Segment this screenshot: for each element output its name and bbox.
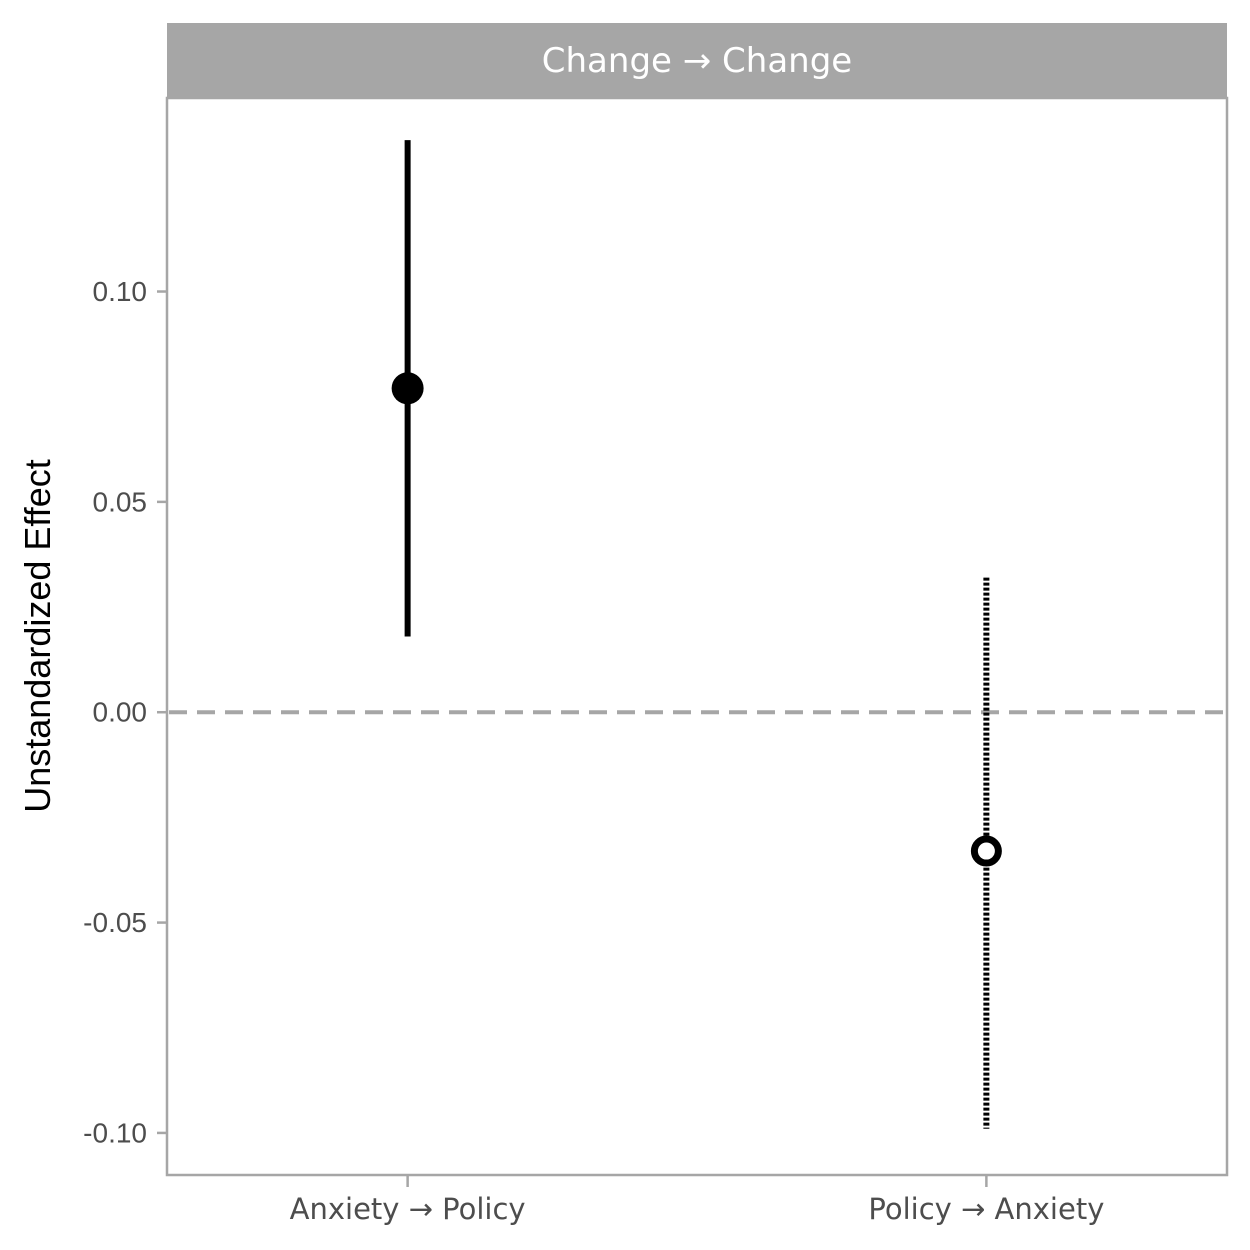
- facet-strip: Change → Change: [167, 23, 1227, 98]
- y-tick-label: -0.10: [83, 1117, 147, 1148]
- y-tick-label: 0.00: [93, 697, 148, 728]
- facet-strip-title: Change → Change: [542, 41, 852, 81]
- y-tick-label: -0.05: [83, 907, 147, 938]
- y-tick-label: 0.10: [93, 276, 148, 307]
- x-tick-label: Anxiety → Policy: [290, 1192, 526, 1226]
- point-estimate-open: [970, 835, 1002, 867]
- y-tick-label: 0.05: [93, 486, 148, 517]
- panel-border: [165, 96, 1229, 1177]
- point-estimate-filled: [391, 372, 424, 405]
- y-axis: 0.10 0.05 0.00 -0.05 -0.10: [83, 276, 167, 1148]
- y-axis-title: Unstandardized Effect: [17, 459, 58, 813]
- x-tick-label: Policy → Anxiety: [868, 1192, 1104, 1226]
- facet-strip-background: [167, 23, 1227, 98]
- data-marks: [391, 140, 1002, 1129]
- x-axis: Anxiety → Policy Policy → Anxiety: [290, 1175, 1104, 1226]
